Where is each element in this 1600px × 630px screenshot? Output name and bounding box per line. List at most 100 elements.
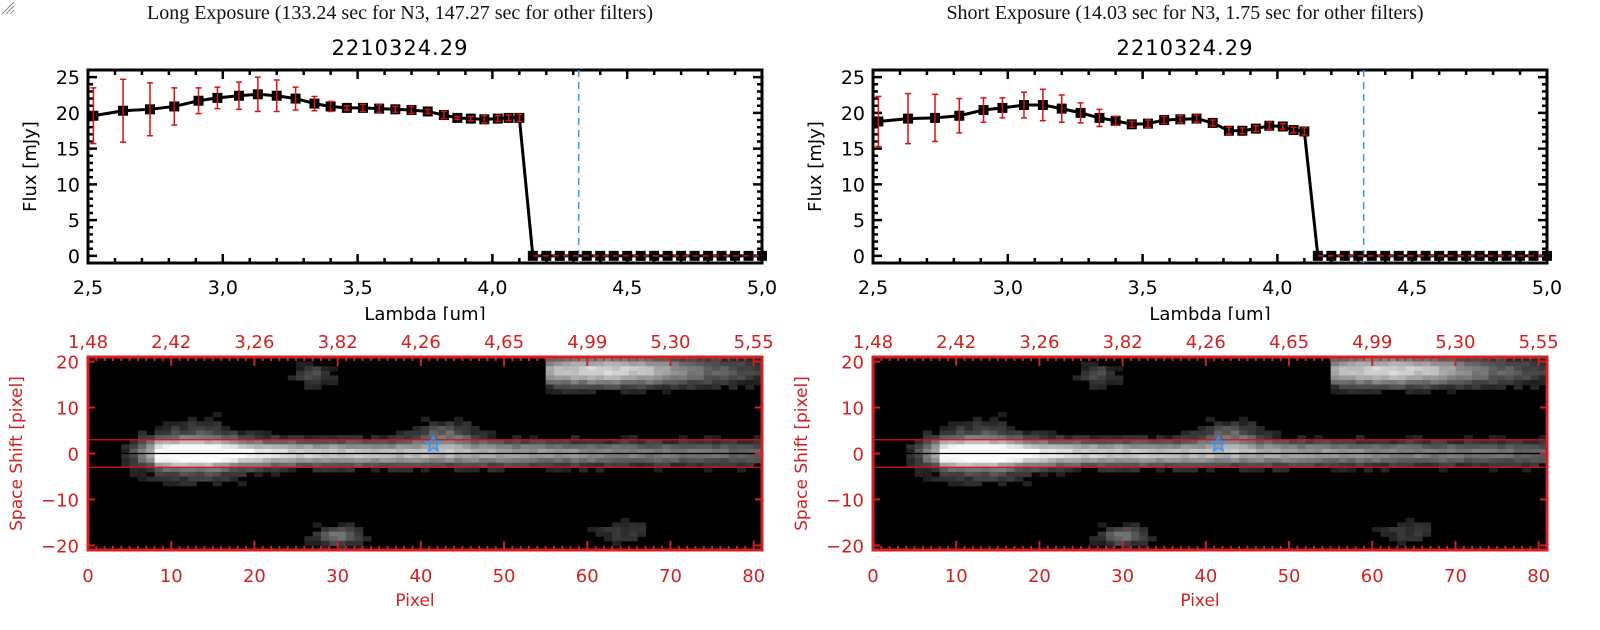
image-pixel xyxy=(1239,425,1249,432)
image-pixel xyxy=(229,467,239,473)
image-pixel xyxy=(1513,379,1523,386)
y-axis-label: Flux [mJy] xyxy=(20,121,41,212)
image-pixel xyxy=(947,467,957,473)
image-pixel xyxy=(1347,444,1357,450)
image-pixel xyxy=(196,462,206,468)
image-pixels xyxy=(121,357,763,551)
image-pixel xyxy=(1139,435,1149,441)
image-pixel xyxy=(1355,453,1365,459)
image-pixels xyxy=(906,357,1548,551)
image-pixel xyxy=(304,536,314,542)
image-pixel xyxy=(1105,439,1115,445)
image-pixel xyxy=(1330,375,1340,381)
image-pixel xyxy=(562,462,572,468)
image-pixel xyxy=(1480,439,1490,445)
image-pixel xyxy=(620,439,630,445)
image-pixel xyxy=(171,421,181,427)
image-pixel xyxy=(1006,453,1016,459)
image-pixel xyxy=(320,448,330,455)
image-pixel xyxy=(179,476,189,482)
image-pixel xyxy=(1413,389,1423,395)
image-pixel xyxy=(487,430,497,436)
image-pixel xyxy=(1230,439,1240,445)
image-pixel xyxy=(1006,444,1016,450)
image-pixel xyxy=(379,444,389,450)
image-pixel xyxy=(553,444,563,450)
image-pixel xyxy=(1513,384,1523,390)
error-bar xyxy=(376,104,383,113)
image-pixel xyxy=(1405,531,1415,537)
image-pixel xyxy=(653,366,663,372)
image-pixel xyxy=(964,421,974,427)
image-pixel xyxy=(237,439,247,445)
y-tick-label: 5 xyxy=(853,210,865,232)
image-pixel xyxy=(720,439,730,445)
image-pixel xyxy=(662,389,672,395)
image-pixel xyxy=(1463,366,1473,372)
image-pixel xyxy=(989,462,999,468)
image-pixel xyxy=(1338,389,1348,395)
image-pixel xyxy=(545,361,555,367)
image-pixel xyxy=(329,462,339,468)
image-pixel xyxy=(612,453,622,459)
image-pixel xyxy=(237,458,247,464)
image-pixel xyxy=(1222,421,1232,427)
image-pixel xyxy=(1430,375,1440,381)
image-pixel xyxy=(1155,453,1165,459)
image-pixel xyxy=(1047,435,1057,441)
image-pixel xyxy=(1380,531,1390,537)
image-pixel xyxy=(956,458,966,464)
image-pixel xyxy=(1380,366,1390,372)
top-x-tick-label: 4,26 xyxy=(401,332,441,353)
image-pixel xyxy=(1455,439,1465,445)
image-pixel xyxy=(487,439,497,445)
image-pixel xyxy=(271,435,280,441)
image-pixel xyxy=(603,536,613,542)
image-pixel xyxy=(445,462,455,468)
resize-grip-icon[interactable] xyxy=(0,0,14,14)
image-pixel xyxy=(1039,471,1049,478)
image-pixel xyxy=(964,425,974,432)
image-pixel xyxy=(1031,462,1041,468)
top-x-tick-label: 5,55 xyxy=(734,332,774,353)
error-bar xyxy=(1112,115,1119,126)
image-pixel xyxy=(553,453,563,459)
image-pixel xyxy=(1014,430,1024,436)
image-pixel xyxy=(670,370,680,376)
image-pixel xyxy=(1338,453,1348,459)
image-pixel xyxy=(1363,439,1373,445)
image-pixel xyxy=(1006,435,1016,441)
image-pixel xyxy=(662,379,672,386)
image-pixel xyxy=(1305,448,1315,455)
image-pixel xyxy=(495,444,505,450)
image-pixel xyxy=(712,375,721,381)
image-pixel xyxy=(662,462,672,468)
image-pixel xyxy=(753,361,763,367)
data-point xyxy=(1461,250,1472,261)
image-pixel xyxy=(695,444,705,450)
image-pixel xyxy=(429,421,439,427)
image-pixel xyxy=(520,448,530,455)
image-pixel xyxy=(1413,439,1423,445)
image-pixel xyxy=(1105,458,1115,464)
image-pixel xyxy=(637,384,647,390)
image-pixel xyxy=(171,444,181,450)
suptitle-long: Long Exposure (133.24 sec for N3, 147.27… xyxy=(147,2,653,24)
image-pixel xyxy=(162,462,172,468)
image-pixel xyxy=(603,361,613,367)
image-pixel xyxy=(1338,384,1348,390)
image-pixel xyxy=(1430,444,1440,450)
image-pixel xyxy=(1447,444,1457,450)
image-pixel xyxy=(1397,370,1407,376)
image-pixel xyxy=(204,448,214,455)
image-pixel xyxy=(678,439,688,445)
image-pixel xyxy=(931,458,941,464)
image-pixel xyxy=(1513,444,1523,450)
image-pixel xyxy=(1039,462,1049,468)
image-pixel xyxy=(1114,448,1124,455)
image-pixel xyxy=(445,430,455,436)
image-pixel xyxy=(720,357,730,363)
top-x-tick-label: 5,30 xyxy=(1435,332,1475,353)
image-pixel xyxy=(997,458,1007,464)
image-pixel xyxy=(612,361,622,367)
